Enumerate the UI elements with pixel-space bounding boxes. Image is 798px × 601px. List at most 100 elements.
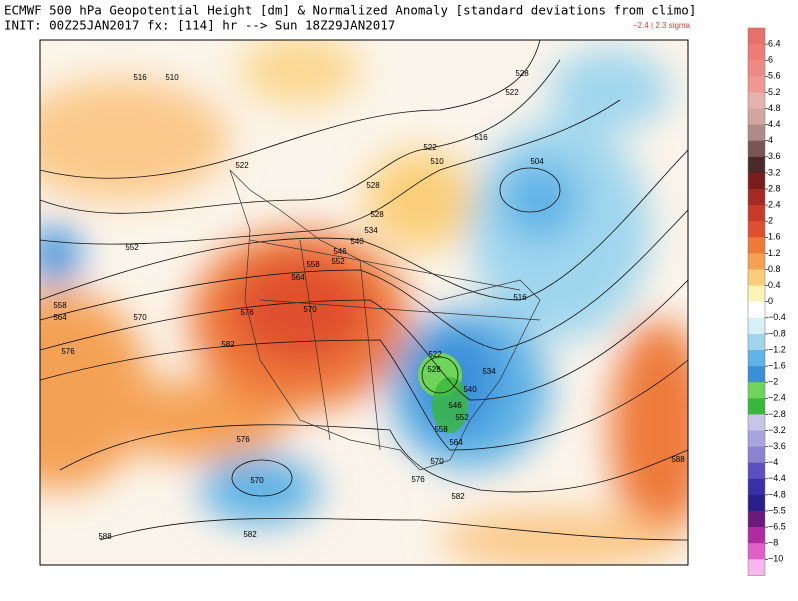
title: ECMWF 500 hPa Geopotential Height [dm] &… (4, 3, 696, 18)
contour-label: 534 (364, 226, 378, 235)
colorbar-label: 5.6 (768, 71, 781, 81)
colorbar-segment (748, 317, 765, 335)
colorbar-label: −4.4 (768, 473, 786, 483)
contour-label: 588 (98, 532, 112, 541)
subtitle: INIT: 00Z25JAN2017 fx: [114] hr --> Sun … (4, 18, 395, 33)
colorbar-segment (748, 350, 765, 367)
contour-label: 552 (331, 257, 345, 266)
contour-label: 516 (513, 293, 527, 302)
colorbar-segment (748, 414, 765, 431)
colorbar-segment (748, 527, 765, 544)
colorbar-segment (748, 124, 765, 141)
contour-label: 528 (515, 69, 529, 78)
colorbar-label: −6.5 (768, 521, 786, 531)
contour-label: 510 (430, 157, 444, 166)
colorbar-label: −2.8 (768, 409, 786, 419)
colorbar-segment (748, 543, 765, 560)
contour-label: 516 (133, 73, 147, 82)
colorbar-segment (748, 285, 765, 302)
colorbar-segment (748, 478, 765, 496)
colorbar-segment (748, 494, 765, 512)
colorbar-label: 0.8 (768, 264, 781, 274)
contour-label: 582 (221, 340, 235, 349)
colorbar-label: 1.6 (768, 232, 781, 242)
contour-label: 588 (671, 455, 685, 464)
colorbar-label: −1.2 (768, 344, 786, 354)
colorbar-label: 1.2 (768, 248, 781, 258)
colorbar-label: −8 (768, 538, 778, 548)
contour-label: 522 (423, 143, 437, 152)
colorbar-label: 4.4 (768, 119, 781, 129)
contour-label: 510 (165, 73, 179, 82)
contour-label: 534 (482, 367, 496, 376)
colorbar-label: −5.5 (768, 505, 786, 515)
contour-label: 504 (530, 157, 544, 166)
colorbar-label: 0.4 (768, 280, 781, 290)
colorbar-segment (748, 301, 765, 319)
contour-label: 528 (366, 181, 380, 190)
contour-label: 564 (449, 438, 463, 447)
colorbar-segment (748, 430, 765, 447)
colorbar-label: 2.4 (768, 199, 781, 209)
colorbar-segment (748, 511, 765, 528)
colorbar-label: 2 (768, 216, 773, 226)
colorbar-segment (748, 237, 765, 254)
contour-label: 564 (291, 273, 305, 282)
contour-label: 570 (303, 305, 317, 314)
colorbar-label: 4.8 (768, 103, 781, 113)
colorbar-segment (748, 189, 765, 206)
contour-label: 546 (448, 401, 462, 410)
contour-label: 546 (333, 247, 347, 256)
map (40, 40, 688, 565)
colorbar-segment (748, 44, 765, 61)
colorbar-segment (748, 382, 765, 399)
contour-label: 558 (306, 260, 320, 269)
colorbar-label: −0.4 (768, 312, 786, 322)
contour-label: 570 (133, 313, 147, 322)
colorbar-label: 0 (768, 296, 773, 306)
colorbar-segment (748, 172, 765, 190)
contour-label: 522 (505, 88, 519, 97)
contour-label: 540 (350, 237, 364, 246)
colorbar-label: 6.4 (768, 38, 781, 48)
colorbar-label: 2.8 (768, 183, 781, 193)
contour-label: 576 (411, 475, 425, 484)
colorbar-segment (748, 108, 765, 125)
colorbar-segment (748, 60, 765, 77)
colorbar-label: 6 (768, 55, 773, 65)
sigma-range: −2.4 | 2.3 sigma (633, 21, 691, 30)
colorbar-segment (748, 462, 765, 480)
contour-label: 582 (451, 492, 465, 501)
contour-label: 576 (61, 347, 75, 356)
colorbar-segment (748, 156, 765, 174)
colorbar-label: 3.2 (768, 167, 781, 177)
contour-label: 570 (430, 457, 444, 466)
contour-label: 522 (428, 350, 442, 359)
contour-label: 552 (125, 243, 139, 252)
colorbar-segment (748, 76, 765, 93)
colorbar-segment (748, 366, 765, 383)
colorbar-label: −4.8 (768, 489, 786, 499)
colorbar-segment (748, 333, 765, 351)
contour-label: 516 (474, 133, 488, 142)
contour-label: 558 (53, 301, 67, 310)
colorbar-segment (748, 398, 765, 415)
colorbar-label: −1.6 (768, 360, 786, 370)
colorbar-label: −4 (768, 457, 778, 467)
colorbar-label: 3.6 (768, 151, 781, 161)
colorbar-segment (748, 205, 765, 222)
colorbar-segment (748, 446, 765, 463)
colorbar-label: −2.4 (768, 393, 786, 403)
contour-label: 564 (53, 313, 67, 322)
colorbar-label: 5.2 (768, 87, 781, 97)
contour-label: 552 (455, 413, 469, 422)
colorbar-label: −3.2 (768, 425, 786, 435)
colorbar-segment (748, 559, 765, 576)
colorbar-segment (748, 28, 765, 45)
colorbar-label: −2 (768, 377, 778, 387)
map-frame (39, 39, 689, 566)
colorbar-segment (748, 269, 765, 286)
contour-label: 522 (235, 161, 249, 170)
contour-label: 582 (243, 530, 257, 539)
